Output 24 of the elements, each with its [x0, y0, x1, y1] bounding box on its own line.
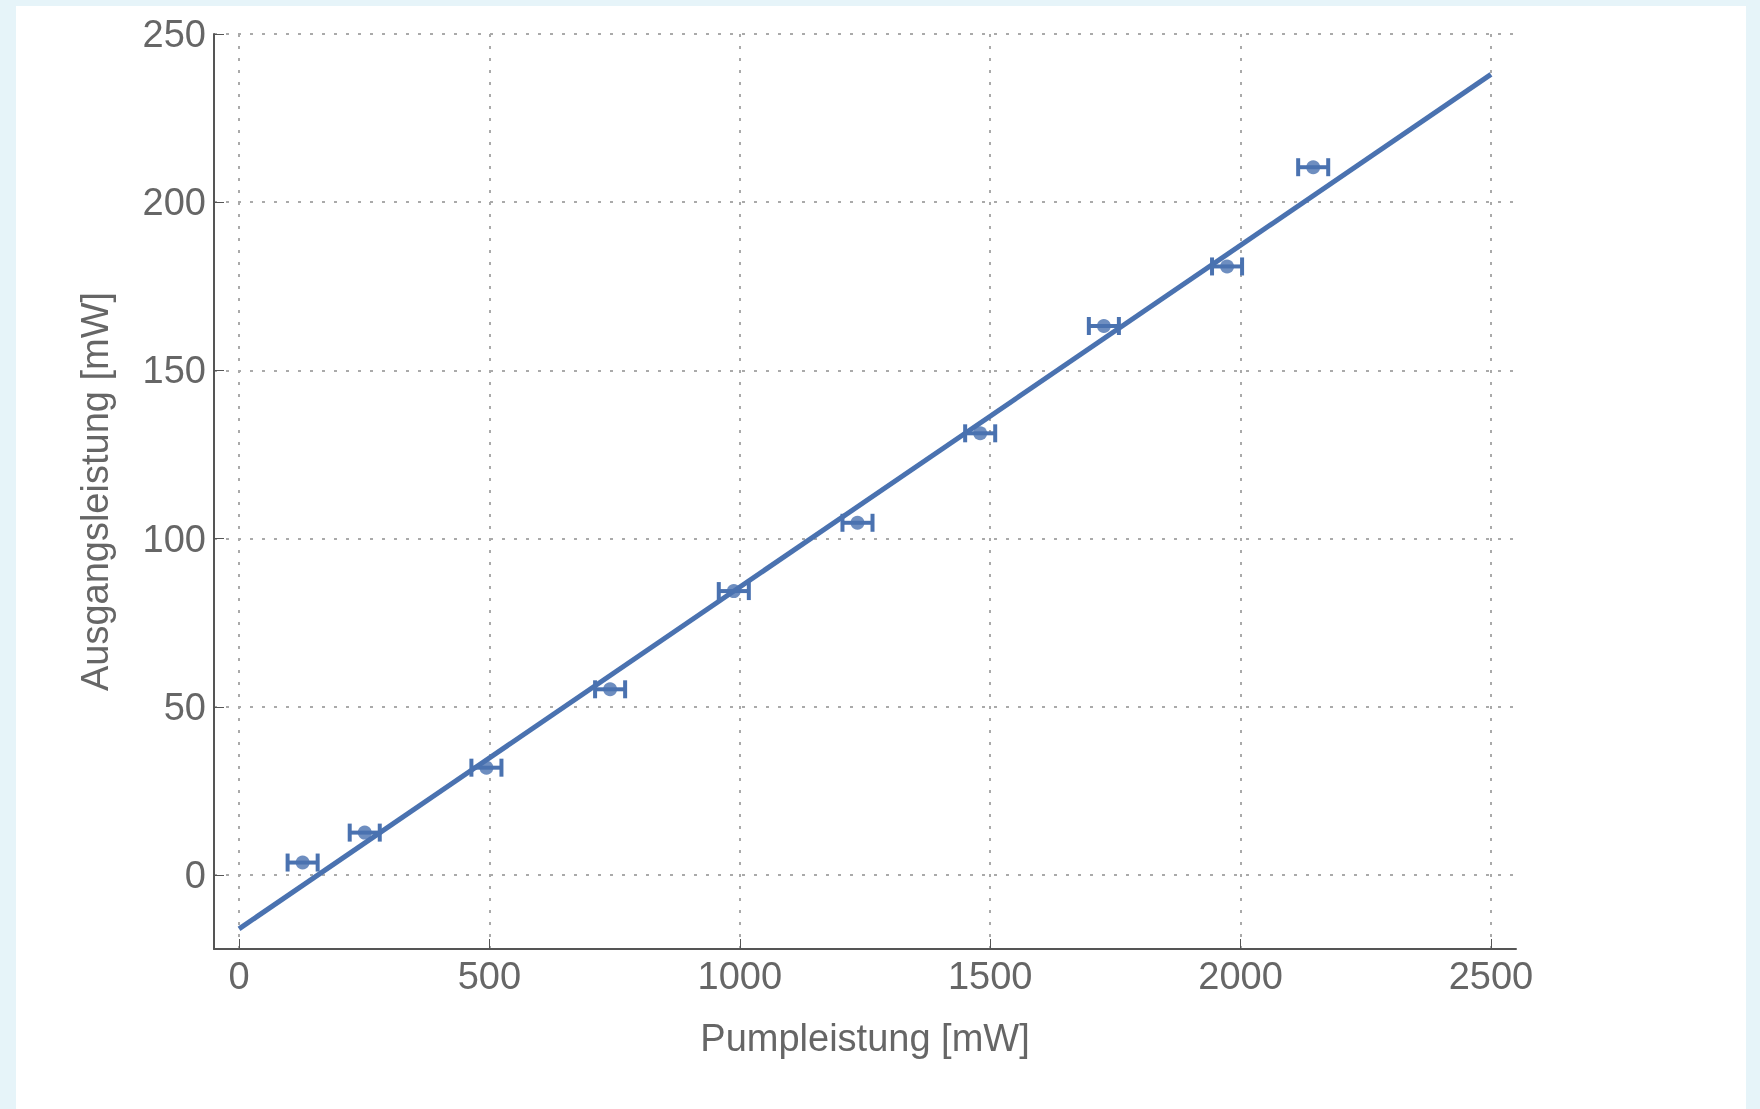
point [1096, 319, 1111, 333]
x-tick-label: 1500 [947, 955, 1033, 997]
y-axis-title: Ausgangsleistung [mW] [74, 291, 116, 692]
y-tick-label: 0 [184, 853, 206, 896]
x-tick-label: 2500 [1448, 955, 1534, 997]
point [295, 855, 310, 870]
point [1306, 160, 1321, 175]
y-tick-label: 250 [142, 13, 206, 55]
y-tick-label: 100 [142, 517, 206, 560]
x-axis-title: Pumpleistung [mW] [700, 1017, 1030, 1059]
point [357, 825, 372, 840]
y-tick-label: 50 [163, 685, 206, 728]
x-tick-label: 500 [457, 955, 522, 997]
point [850, 515, 865, 530]
x-tick-label: 0 [228, 955, 250, 997]
point [479, 760, 494, 775]
point [726, 584, 741, 599]
point [1220, 259, 1235, 274]
x-tick-label: 1000 [697, 955, 783, 997]
point [973, 426, 988, 441]
x-tick-label: 2000 [1198, 955, 1283, 997]
point [603, 682, 618, 697]
y-tick-label: 200 [142, 181, 206, 224]
y-tick-label: 150 [142, 349, 206, 392]
